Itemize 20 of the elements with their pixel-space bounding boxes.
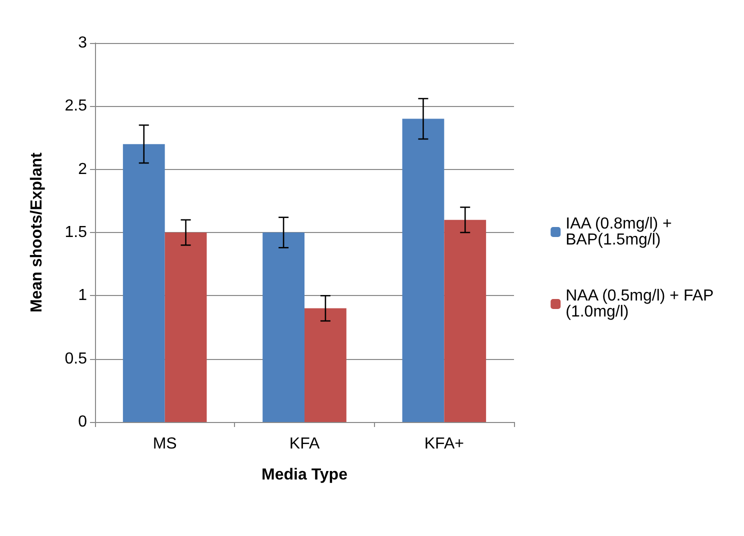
y-tick-label: 3 <box>78 34 88 52</box>
x-tick-label: MS <box>152 436 177 452</box>
legend-label: IAA (0.8mg/l) + BAP(1.5mg/l) <box>566 216 676 248</box>
legend-label: NAA (0.5mg/l) + FAP (1.0mg/l) <box>566 288 718 320</box>
bar <box>122 144 165 422</box>
y-tick-label: 0 <box>78 414 88 430</box>
x-tick-label: KFA <box>289 436 320 452</box>
y-tick-label: 2 <box>78 160 88 178</box>
y-tick-label: 0.5 <box>64 350 88 368</box>
y-axis-title: Mean shoots/Explant <box>28 152 46 313</box>
y-tick-label: 1.5 <box>64 224 88 241</box>
bar <box>402 118 444 422</box>
bar <box>444 220 486 422</box>
bar <box>304 308 346 422</box>
bar <box>164 232 207 422</box>
x-tick-label: KFA+ <box>424 436 464 452</box>
y-tick-label: 1 <box>78 287 88 304</box>
bar <box>262 232 304 422</box>
y-tick-label: 2.5 <box>64 98 88 115</box>
x-axis-title: Media Type <box>262 466 348 484</box>
